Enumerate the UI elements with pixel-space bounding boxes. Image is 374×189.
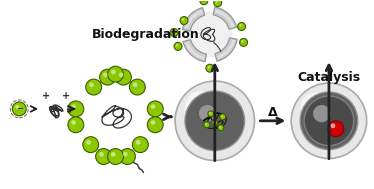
Circle shape	[204, 122, 210, 128]
Circle shape	[120, 149, 135, 164]
Text: Biodegradation: Biodegradation	[91, 28, 199, 41]
Circle shape	[132, 137, 148, 153]
Circle shape	[89, 82, 94, 87]
Circle shape	[136, 140, 141, 145]
Circle shape	[221, 115, 223, 117]
Circle shape	[103, 73, 108, 77]
Circle shape	[202, 0, 204, 1]
Circle shape	[209, 112, 211, 114]
Circle shape	[111, 152, 116, 157]
Circle shape	[99, 152, 104, 157]
Circle shape	[328, 121, 344, 137]
Wedge shape	[185, 42, 205, 60]
Circle shape	[301, 92, 331, 123]
Circle shape	[123, 152, 128, 157]
Text: −: −	[16, 104, 23, 113]
Text: Δ: Δ	[268, 106, 278, 119]
Circle shape	[237, 22, 246, 30]
Circle shape	[212, 120, 218, 126]
Wedge shape	[215, 9, 234, 27]
Circle shape	[205, 123, 207, 125]
Circle shape	[291, 83, 367, 159]
Circle shape	[240, 38, 248, 46]
Circle shape	[151, 104, 155, 109]
Circle shape	[213, 121, 215, 123]
Circle shape	[185, 91, 245, 151]
Circle shape	[68, 117, 84, 133]
Circle shape	[187, 12, 233, 57]
Circle shape	[96, 149, 111, 164]
Wedge shape	[217, 40, 235, 59]
Circle shape	[304, 96, 354, 146]
Wedge shape	[183, 8, 205, 31]
Circle shape	[133, 82, 138, 87]
Circle shape	[71, 104, 76, 109]
Circle shape	[219, 126, 221, 128]
Circle shape	[200, 0, 208, 5]
Circle shape	[180, 17, 188, 25]
Circle shape	[206, 64, 214, 72]
Wedge shape	[215, 38, 237, 61]
Circle shape	[300, 92, 358, 149]
Circle shape	[83, 137, 99, 153]
Circle shape	[220, 114, 226, 120]
Circle shape	[208, 111, 214, 117]
Circle shape	[331, 123, 335, 128]
Circle shape	[175, 81, 254, 160]
Circle shape	[218, 125, 224, 131]
Circle shape	[241, 40, 243, 43]
Circle shape	[199, 105, 216, 122]
Wedge shape	[213, 7, 237, 29]
Circle shape	[174, 42, 182, 50]
Circle shape	[86, 140, 91, 145]
Circle shape	[15, 105, 19, 109]
Circle shape	[12, 102, 26, 116]
Text: +: +	[66, 105, 74, 115]
Circle shape	[86, 79, 102, 95]
Circle shape	[108, 66, 123, 82]
Circle shape	[68, 101, 84, 117]
Circle shape	[313, 105, 330, 122]
Circle shape	[172, 30, 174, 33]
Circle shape	[214, 0, 222, 7]
Circle shape	[176, 44, 178, 46]
Circle shape	[147, 117, 163, 133]
Wedge shape	[183, 40, 206, 62]
Circle shape	[119, 73, 124, 77]
Circle shape	[239, 24, 242, 27]
Circle shape	[215, 0, 218, 3]
Circle shape	[99, 69, 116, 85]
Circle shape	[108, 149, 123, 164]
Circle shape	[185, 91, 217, 123]
Circle shape	[71, 120, 76, 125]
Text: +: +	[62, 91, 70, 101]
Circle shape	[147, 101, 163, 117]
Circle shape	[208, 66, 210, 68]
Text: +: +	[42, 91, 50, 101]
Circle shape	[116, 69, 131, 85]
Circle shape	[129, 79, 145, 95]
Text: Catalysis: Catalysis	[297, 71, 361, 84]
Wedge shape	[185, 10, 203, 29]
Circle shape	[170, 29, 178, 36]
Circle shape	[314, 105, 330, 122]
Circle shape	[182, 18, 184, 21]
Circle shape	[111, 70, 116, 74]
Circle shape	[151, 120, 155, 125]
